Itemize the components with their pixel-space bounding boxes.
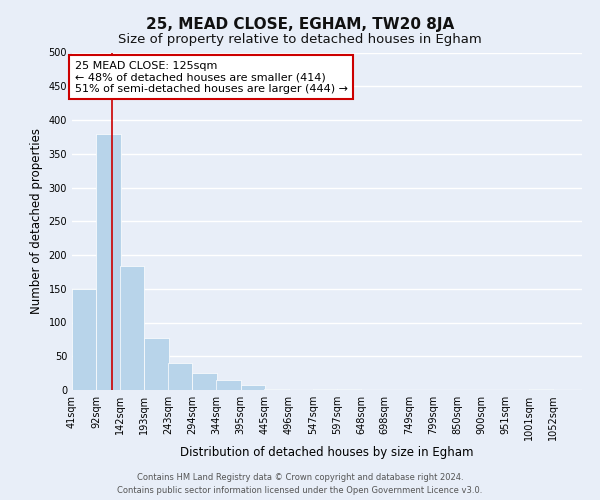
Text: Contains HM Land Registry data © Crown copyright and database right 2024.
Contai: Contains HM Land Registry data © Crown c… — [118, 473, 482, 495]
X-axis label: Distribution of detached houses by size in Egham: Distribution of detached houses by size … — [180, 446, 474, 459]
Bar — [241, 386, 265, 390]
Bar — [168, 363, 193, 390]
Bar — [145, 338, 169, 390]
Bar — [120, 266, 145, 390]
Bar — [265, 388, 289, 390]
Text: 25 MEAD CLOSE: 125sqm
← 48% of detached houses are smaller (414)
51% of semi-det: 25 MEAD CLOSE: 125sqm ← 48% of detached … — [75, 60, 348, 94]
Text: Size of property relative to detached houses in Egham: Size of property relative to detached ho… — [118, 32, 482, 46]
Bar — [72, 289, 96, 390]
Bar — [216, 380, 241, 390]
Bar — [193, 373, 217, 390]
Bar — [96, 134, 121, 390]
Y-axis label: Number of detached properties: Number of detached properties — [30, 128, 43, 314]
Text: 25, MEAD CLOSE, EGHAM, TW20 8JA: 25, MEAD CLOSE, EGHAM, TW20 8JA — [146, 18, 454, 32]
Bar — [529, 388, 553, 390]
